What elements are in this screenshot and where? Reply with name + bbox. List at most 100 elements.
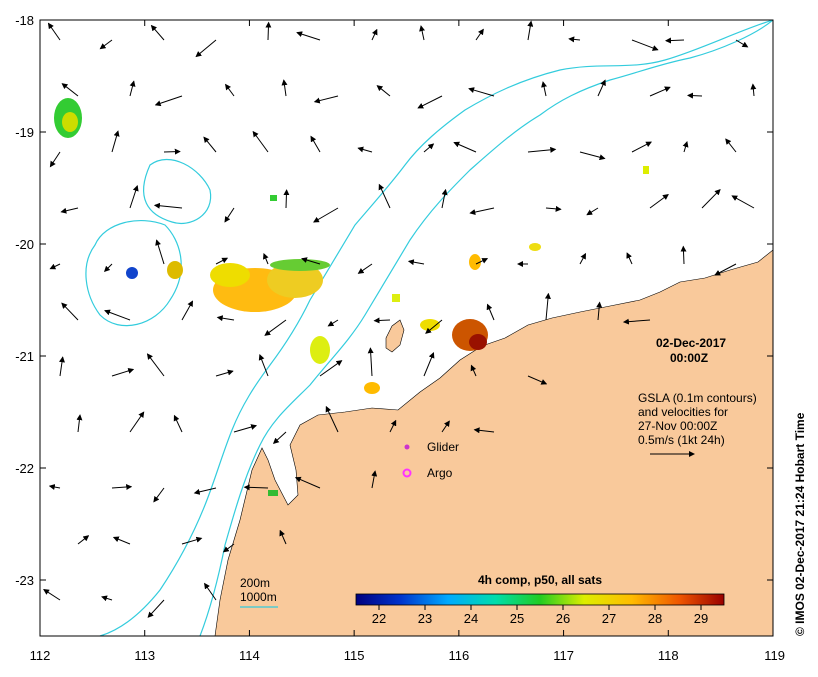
velocity-arrow [294, 476, 321, 489]
velocity-arrow [425, 319, 443, 334]
velocity-arrow [233, 424, 258, 433]
velocity-arrow [224, 207, 235, 223]
velocity-arrow [568, 36, 581, 43]
colorbar-title: 4h comp, p50, all sats [478, 573, 602, 587]
velocity-arrow [222, 543, 235, 553]
velocity-arrow [325, 405, 339, 433]
depth-200-label: 200m [240, 576, 270, 590]
velocity-arrow [215, 369, 234, 377]
velocity-arrow [486, 303, 495, 321]
velocity-arrow [407, 259, 425, 266]
map-frame [39, 19, 774, 637]
velocity-arrow [541, 81, 547, 97]
velocity-arrows [43, 20, 757, 618]
velocity-arrow [173, 414, 183, 433]
velocity-arrow [272, 431, 287, 444]
velocity-arrow [423, 351, 435, 377]
velocity-arrow [373, 317, 391, 324]
velocity-arrow [682, 141, 689, 153]
velocity-arrow [714, 263, 737, 276]
velocity-arrow [225, 83, 235, 97]
colorbar-tick-label: 29 [694, 611, 708, 626]
velocity-arrow [264, 319, 287, 336]
velocity-arrow [129, 184, 139, 209]
depth-1000-label: 1000m [240, 590, 277, 604]
velocity-arrow [473, 427, 495, 434]
velocity-arrow [527, 146, 557, 153]
velocity-arrow [579, 252, 586, 265]
velocity-arrow [701, 188, 721, 209]
velocity-arrow [103, 263, 113, 273]
x-tick-label: 117 [553, 648, 574, 663]
velocity-arrow [469, 207, 495, 215]
velocity-arrow [357, 146, 373, 153]
velocity-arrow [154, 95, 183, 107]
velocity-arrow [468, 87, 495, 97]
credit-text: © IMOS 02-Dec-2017 21:24 Hobart Time [793, 412, 807, 636]
velocity-arrow [475, 258, 489, 265]
x-tick-label: 114 [239, 648, 260, 663]
velocity-arrow [61, 83, 79, 97]
velocity-arrow [475, 28, 484, 41]
velocity-arrow [129, 411, 145, 433]
gsla-line1: GSLA (0.1m contours) [638, 391, 757, 405]
velocity-arrow [378, 183, 391, 209]
velocity-arrow [279, 529, 287, 545]
velocity-arrow [527, 20, 534, 41]
velocity-arrow [376, 85, 391, 97]
sst-patches [54, 98, 649, 496]
velocity-arrow [596, 301, 603, 321]
velocity-arrow [319, 360, 343, 377]
velocity-arrow [327, 319, 339, 327]
velocity-arrow [111, 484, 133, 491]
velocity-arrow [371, 28, 378, 41]
y-tick-label: -22 [15, 461, 34, 476]
velocity-arrow [49, 151, 61, 168]
x-tick-label: 113 [134, 648, 155, 663]
velocity-arrow [419, 25, 425, 41]
x-tick-label: 118 [658, 648, 679, 663]
velocity-arrow [626, 252, 633, 265]
x-tick-label: 116 [448, 648, 469, 663]
velocity-arrow [153, 202, 183, 209]
velocity-arrow [258, 353, 269, 377]
gsla-line2: and velocities for [638, 405, 728, 419]
colorbar-tick-label: 28 [648, 611, 662, 626]
velocity-arrow [76, 414, 83, 433]
velocity-arrow [193, 487, 217, 495]
velocity-arrow [215, 257, 229, 265]
velocity-arrow [441, 420, 450, 433]
y-tick-label: -19 [15, 125, 34, 140]
y-tick-label: -21 [15, 349, 34, 364]
velocity-arrow [195, 39, 217, 58]
velocity-arrow [112, 536, 131, 545]
velocity-arrow [750, 83, 757, 97]
velocity-arrow [59, 356, 65, 377]
x-tick-label: 112 [30, 648, 51, 663]
y-tick-label: -20 [15, 237, 34, 252]
velocity-arrow [453, 141, 477, 153]
velocity-arrow [153, 487, 165, 503]
glider-marker [404, 444, 410, 450]
colorbar-ticks: 22 23 24 25 26 27 28 29 [372, 605, 708, 626]
velocity-arrow [204, 582, 217, 601]
velocity-arrow [649, 194, 669, 209]
y-tick-label: -23 [15, 573, 34, 588]
velocity-arrow [155, 239, 165, 265]
velocity-arrow [181, 300, 193, 321]
velocity-arrow [527, 375, 548, 385]
velocity-arrow [545, 205, 562, 212]
velocity-arrow [147, 599, 165, 618]
velocity-arrow [389, 419, 397, 433]
velocity-arrow [43, 589, 61, 601]
velocity-arrow [631, 39, 659, 51]
velocity-arrow [301, 257, 321, 265]
velocity-arrow [631, 141, 652, 153]
velocity-arrow [586, 207, 599, 216]
velocity-arrow [731, 195, 755, 209]
australia-land [214, 249, 773, 636]
velocity-arrow [146, 353, 165, 377]
colorbar-tick-label: 24 [464, 611, 478, 626]
velocity-arrow [423, 143, 435, 153]
